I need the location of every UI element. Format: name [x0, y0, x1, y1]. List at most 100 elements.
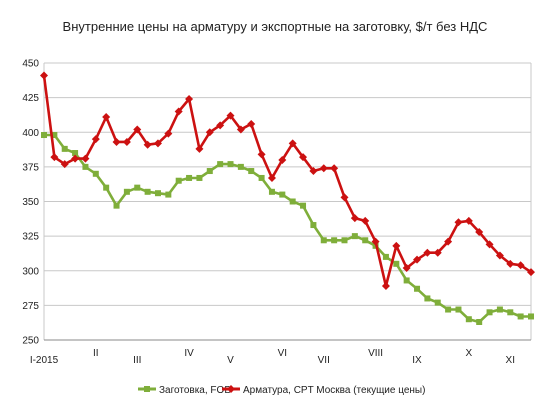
data-point-0-13	[175, 177, 182, 184]
data-point-1-25	[299, 153, 308, 162]
data-point-1-36	[413, 255, 422, 264]
data-point-0-35	[403, 277, 410, 284]
legend-marker-zagotovka	[144, 386, 150, 392]
data-point-1-0	[40, 71, 48, 80]
data-point-1-21	[257, 150, 266, 159]
data-point-1-46	[516, 261, 525, 270]
data-point-1-11	[153, 139, 162, 148]
y-tick-label-350: 350	[22, 197, 39, 208]
x-tick-label-9: IX	[412, 355, 422, 366]
data-point-0-6	[103, 184, 110, 191]
data-point-1-45	[506, 259, 515, 268]
x-tick-label-5: V	[227, 355, 234, 366]
data-point-0-19	[237, 163, 244, 170]
data-point-0-27	[320, 237, 327, 244]
data-point-0-31	[362, 237, 369, 244]
data-point-1-34	[392, 241, 401, 250]
legend-marker-armatura	[227, 385, 235, 393]
data-point-0-4	[82, 163, 89, 170]
data-point-1-8	[122, 137, 131, 146]
chart-title: Внутренние цены на арматуру и экспортные…	[63, 19, 488, 34]
data-point-1-18	[226, 111, 235, 120]
data-point-0-40	[455, 306, 462, 313]
data-point-0-1	[51, 132, 58, 139]
data-point-1-4	[81, 154, 90, 163]
data-point-1-40	[454, 218, 463, 227]
data-point-1-35	[402, 263, 411, 272]
data-point-1-20	[247, 119, 256, 128]
data-point-0-36	[414, 285, 421, 292]
y-tick-label-400: 400	[22, 128, 39, 139]
data-point-1-29	[340, 193, 349, 202]
data-point-1-9	[133, 125, 142, 134]
data-point-0-21	[258, 174, 265, 181]
data-point-0-28	[331, 237, 338, 244]
data-point-1-38	[433, 248, 442, 257]
legend-label-armatura: Арматура, CPT Москва (текущие цены)	[243, 385, 425, 396]
data-point-1-33	[381, 281, 390, 290]
data-point-0-29	[341, 237, 348, 244]
data-point-1-7	[112, 137, 121, 146]
data-point-1-10	[143, 140, 152, 149]
data-point-0-8	[123, 188, 130, 195]
data-point-0-18	[227, 161, 234, 168]
data-point-0-7	[113, 202, 120, 209]
series-1	[40, 71, 535, 290]
series-line-0	[44, 133, 531, 324]
x-tick-label-7: VII	[318, 355, 330, 366]
data-point-1-24	[288, 139, 297, 148]
data-point-0-44	[496, 306, 503, 313]
data-point-0-10	[144, 188, 151, 195]
data-point-1-43	[485, 240, 494, 249]
data-point-1-31	[361, 216, 370, 225]
data-point-0-39	[445, 306, 452, 313]
x-tick-label-8: VIII	[368, 348, 383, 359]
series	[40, 71, 535, 325]
y-tick-label-250: 250	[22, 336, 39, 347]
data-point-0-47	[528, 313, 534, 320]
data-point-1-15	[195, 144, 204, 153]
data-point-1-44	[495, 251, 504, 260]
data-point-0-23	[279, 191, 286, 198]
x-tick-label-6: VI	[278, 348, 287, 359]
y-tick-label-300: 300	[22, 266, 39, 277]
x-tick-label-11: XI	[506, 355, 515, 366]
legend-item-armatura: Арматура, CPT Москва (текущие цены)	[222, 385, 425, 396]
data-point-1-30	[350, 214, 359, 223]
grid	[43, 62, 532, 341]
data-point-1-41	[464, 216, 473, 225]
legend-label-zagotovka: Заготовка, FOB	[159, 385, 231, 396]
y-tick-label-275: 275	[22, 301, 39, 312]
data-point-1-47	[527, 268, 535, 277]
data-point-0-41	[465, 316, 472, 323]
data-point-0-22	[268, 188, 275, 195]
data-point-0-16	[206, 168, 213, 175]
data-point-1-3	[71, 154, 80, 163]
data-point-1-14	[185, 95, 194, 104]
data-point-0-0	[41, 132, 47, 139]
data-point-0-9	[134, 184, 141, 191]
data-point-0-34	[393, 260, 400, 267]
data-point-0-14	[186, 174, 193, 181]
data-point-1-6	[102, 113, 111, 122]
data-point-1-39	[444, 237, 453, 246]
data-point-1-2	[60, 160, 69, 169]
data-point-0-12	[165, 191, 172, 198]
data-point-0-24	[289, 198, 296, 205]
data-point-1-27	[319, 164, 328, 173]
data-point-0-46	[517, 313, 524, 320]
data-point-1-5	[91, 135, 100, 144]
data-point-1-17	[216, 121, 225, 130]
data-point-0-25	[300, 202, 307, 209]
data-point-1-13	[174, 107, 183, 116]
y-tick-label-325: 325	[22, 232, 39, 243]
series-line-1	[42, 75, 532, 288]
data-point-0-38	[434, 299, 441, 306]
data-point-1-28	[330, 164, 339, 173]
data-point-0-3	[72, 150, 79, 157]
x-tick-label-4: IV	[184, 348, 194, 359]
data-point-1-22	[267, 173, 276, 182]
data-point-0-15	[196, 174, 203, 181]
data-point-1-12	[164, 129, 173, 138]
